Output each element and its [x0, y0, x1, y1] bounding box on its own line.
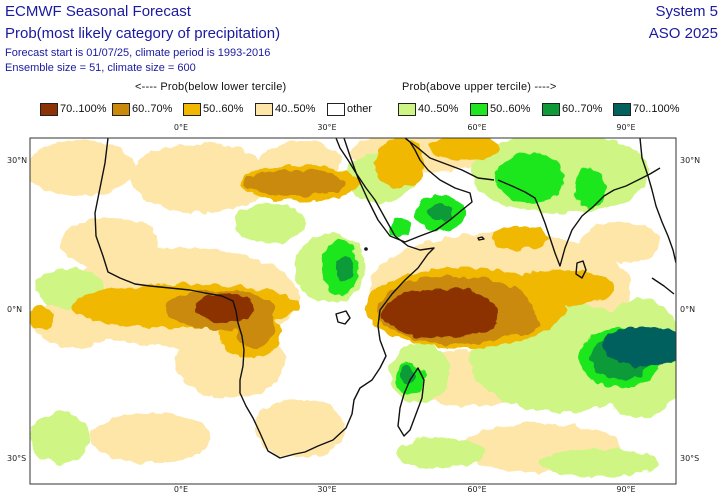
lat-tick-label: 30°N: [680, 156, 700, 165]
lon-tick-label: 30°E: [317, 123, 336, 132]
legend-below-heading: <---- Prob(below lower tercile): [135, 81, 287, 93]
legend-above-heading: Prob(above upper tercile) ---->: [402, 81, 557, 93]
legend-swatch: [398, 102, 416, 116]
below-70-100-field: [197, 288, 498, 338]
indochina-coastline: [639, 138, 676, 264]
system-label: System 5: [655, 3, 718, 20]
arabia-coastline: [343, 138, 473, 243]
lake-victoria-outline: [335, 310, 351, 325]
lat-tick-label: 30°S: [680, 454, 699, 463]
legend-label: 60..70%: [562, 103, 603, 115]
above-70-100-field: [603, 326, 676, 366]
legend-swatch: [470, 102, 488, 116]
season-label: ASO 2025: [648, 25, 718, 42]
map-subtitle: Prob(most likely category of precipitati…: [5, 25, 281, 42]
lat-tick-label: 0°N: [680, 305, 695, 314]
lat-tick-label: 30°N: [7, 156, 27, 165]
legend-label: 40..50%: [418, 103, 459, 115]
lon-tick-label: 0°E: [174, 485, 188, 494]
lon-tick-label: 60°E: [467, 485, 486, 494]
probability-fields: [30, 138, 676, 477]
precipitation-map: 0°E 30°E 60°E 90°E 0°E 30°E 60°E 90°E 30…: [7, 123, 700, 494]
lat-tick-label: 0°N: [7, 305, 22, 314]
sri-lanka-coastline: [575, 260, 587, 279]
india-coastline: [497, 167, 661, 267]
legend-item: 60..70%: [542, 100, 602, 118]
map-axis-labels: 0°E 30°E 60°E 90°E 0°E 30°E 60°E 90°E 30…: [7, 123, 700, 494]
legend-swatch: [183, 102, 201, 116]
island-dot: [364, 247, 368, 251]
lon-tick-label: 0°E: [174, 123, 188, 132]
legend-label: 70..100%: [633, 103, 680, 115]
legend-item: 40..50%: [398, 100, 458, 118]
lon-tick-label: 60°E: [467, 123, 486, 132]
legend-swatch: [327, 102, 345, 116]
legend-swatch: [40, 102, 58, 116]
legend-label: 60..70%: [132, 103, 173, 115]
legend-item: 60..70%: [112, 100, 172, 118]
legend-item: 70..100%: [40, 100, 106, 118]
legend-item: 50..60%: [183, 100, 243, 118]
lat-tick-label: 30°S: [7, 454, 26, 463]
legend-item: other: [327, 100, 372, 118]
map-title: ECMWF Seasonal Forecast: [5, 3, 191, 20]
legend-swatch: [255, 102, 273, 116]
legend-label: 50..60%: [203, 103, 244, 115]
sumatra-coastline: [651, 277, 675, 295]
legend-label: 70..100%: [60, 103, 107, 115]
color-legend: 70..100% 60..70% 50..60% 40..50% other 4…: [0, 100, 724, 118]
legend-swatch: [112, 102, 130, 116]
persian-gulf-coastline: [404, 138, 495, 181]
legend-label: 50..60%: [490, 103, 531, 115]
legend-swatch: [542, 102, 560, 116]
legend-label: other: [347, 103, 373, 115]
madagascar-coastline: [397, 367, 425, 437]
ensemble-size-info: Ensemble size = 51, climate size = 600: [5, 62, 196, 74]
lon-tick-label: 90°E: [616, 485, 635, 494]
lon-tick-label: 90°E: [616, 123, 635, 132]
coastlines: [94, 138, 676, 459]
legend-item: 70..100%: [613, 100, 679, 118]
legend-label: 40..50%: [275, 103, 316, 115]
legend-item: 40..50%: [255, 100, 315, 118]
lon-tick-label: 30°E: [317, 485, 336, 494]
africa-coastline: [94, 138, 435, 459]
red-sea-socotra: [477, 236, 485, 241]
legend-swatch: [613, 102, 631, 116]
map-frame: [29, 137, 677, 485]
legend-item: 50..60%: [470, 100, 530, 118]
forecast-start-info: Forecast start is 01/07/25, climate peri…: [5, 47, 271, 59]
